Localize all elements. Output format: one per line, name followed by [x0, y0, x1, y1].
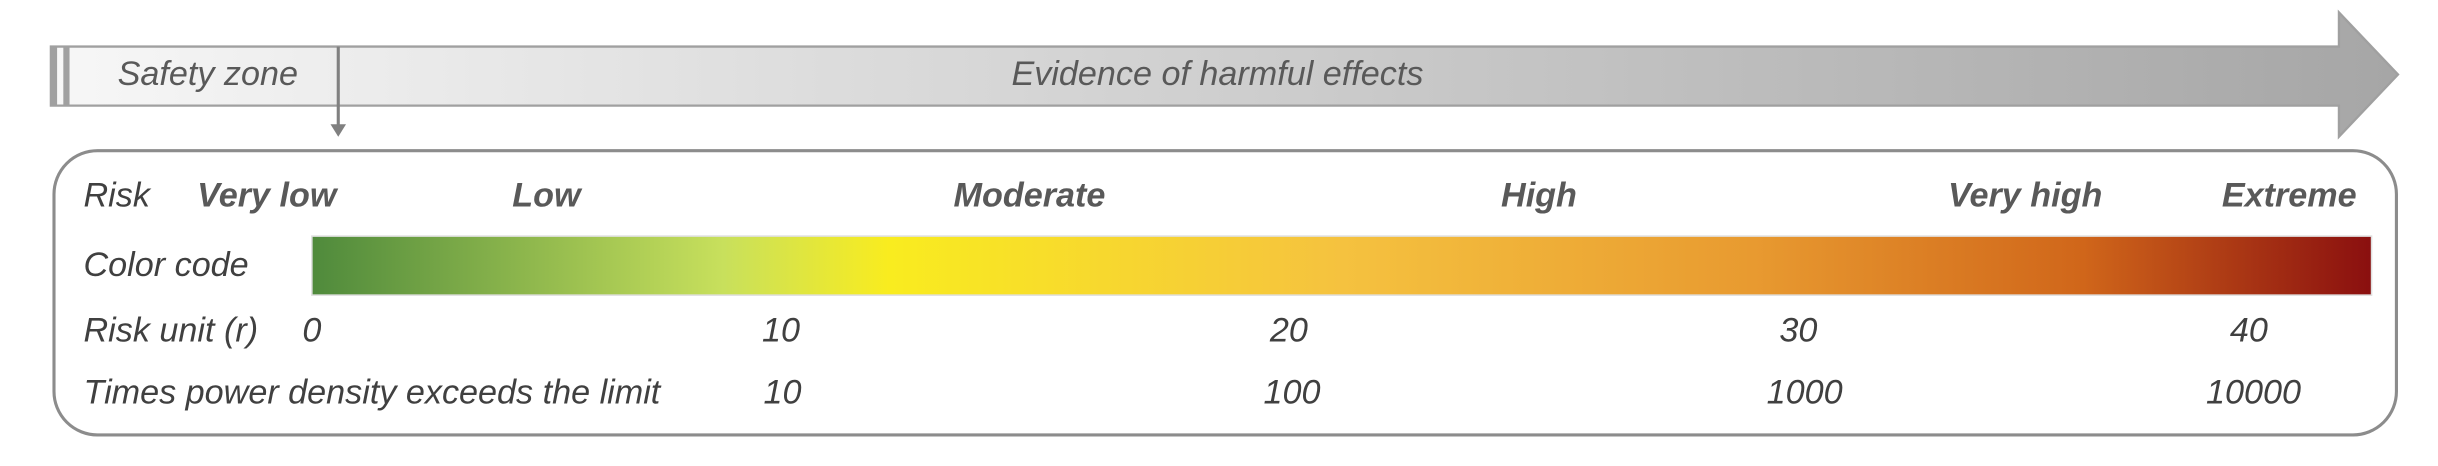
- times-exceeds: 10: [764, 374, 802, 412]
- risk-level: Extreme: [2222, 176, 2357, 214]
- times-exceeds: 10000: [2206, 374, 2301, 412]
- risk-unit: 10: [762, 311, 800, 349]
- arrow-tail: [63, 46, 70, 106]
- harm-arrow: [49, 9, 2400, 140]
- times-exceeds: 100: [1264, 374, 1321, 412]
- safety-marker-head: [330, 124, 347, 137]
- safety-zone: Safety zone: [118, 55, 298, 93]
- risk-unit: 40: [2230, 311, 2268, 349]
- risk-level: Moderate: [954, 176, 1106, 214]
- risk-level: Low: [512, 176, 583, 214]
- row-label: Risk: [84, 176, 152, 214]
- arrow-tail: [50, 46, 58, 106]
- color-scale: [311, 235, 2373, 296]
- evidence-label: Evidence of harmful effects: [1011, 55, 1423, 93]
- row-label: Times power density exceeds the limit: [84, 374, 662, 412]
- risk-level: High: [1501, 176, 1577, 214]
- times-exceeds: 1000: [1767, 374, 1843, 412]
- risk-level: Very low: [197, 176, 339, 214]
- risk-level: Very high: [1948, 176, 2102, 214]
- risk-unit: 0: [302, 311, 321, 349]
- risk-panel: [52, 149, 2398, 437]
- risk-unit: 20: [1269, 311, 1308, 349]
- row-label: Risk unit (r): [84, 311, 259, 349]
- risk-unit: 30: [1779, 311, 1817, 349]
- row-label: Color code: [84, 246, 249, 284]
